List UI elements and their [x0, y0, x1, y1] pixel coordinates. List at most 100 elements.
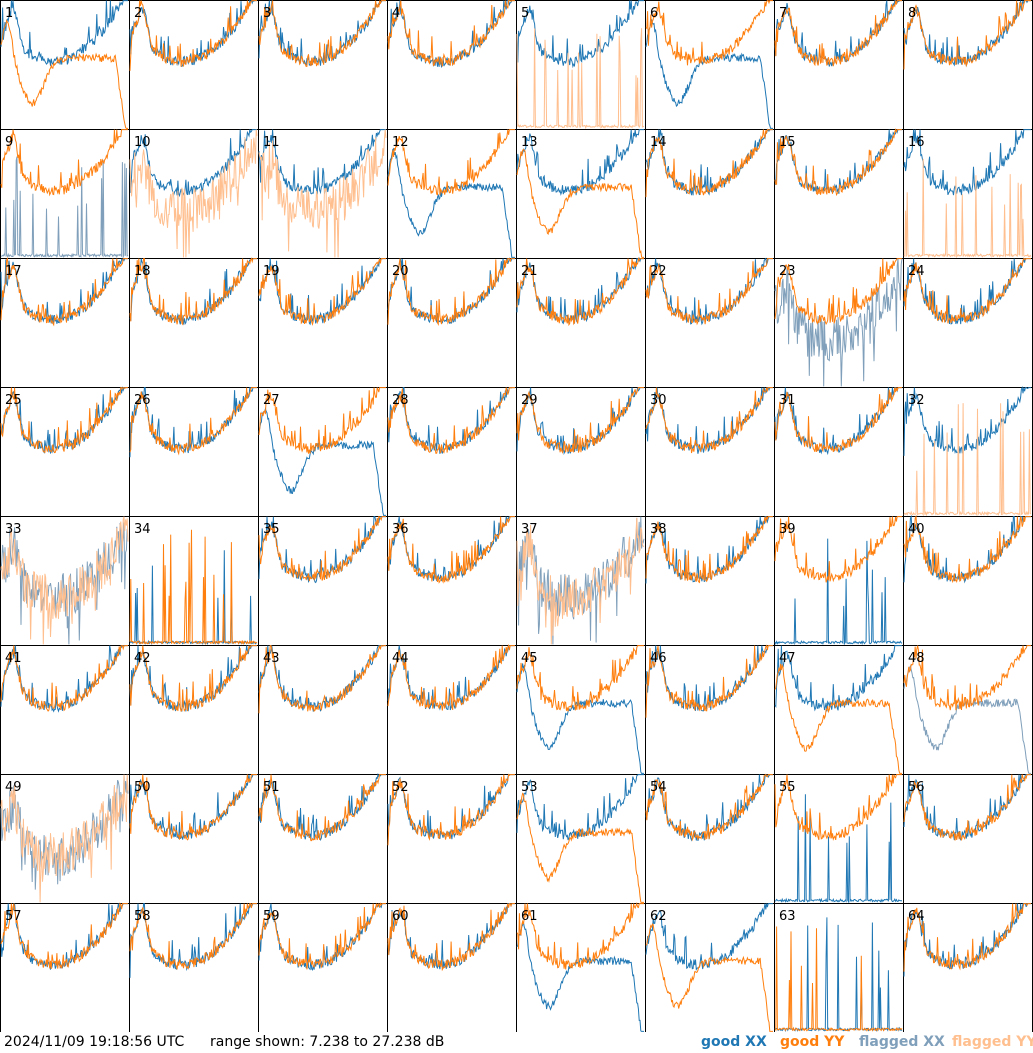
tile-number: 21 — [521, 264, 538, 279]
tile-number: 7 — [779, 6, 787, 21]
series-yy-line — [903, 514, 1031, 584]
tile-30: 30 — [645, 387, 775, 517]
series-xx-line — [258, 407, 386, 516]
tile-47: 47 — [774, 645, 904, 775]
tile-number: 26 — [134, 393, 151, 408]
series-yy-line — [387, 387, 515, 454]
series-yy-line — [645, 387, 773, 454]
tile-28: 28 — [387, 387, 517, 517]
series-yy-line — [0, 516, 129, 645]
tile-3: 3 — [258, 0, 388, 130]
tile-4: 4 — [387, 0, 517, 130]
tile-32: 32 — [903, 385, 1033, 517]
tile-number: 13 — [521, 135, 538, 150]
tile-number: 16 — [908, 135, 925, 150]
tile-number: 49 — [5, 780, 22, 795]
tile-34: 34 — [129, 516, 259, 646]
tile-37: 37 — [516, 516, 646, 646]
series-yy-line — [774, 128, 902, 197]
tile-33: 33 — [0, 516, 130, 646]
tile-number: 48 — [908, 651, 925, 666]
tile-number: 58 — [134, 909, 151, 924]
series-xx-line — [516, 663, 644, 774]
series-yy-line — [387, 773, 515, 846]
tile-41: 41 — [0, 644, 130, 775]
tile-63: 63 — [774, 903, 904, 1032]
tile-number: 50 — [134, 780, 151, 795]
tile-number: 42 — [134, 651, 151, 666]
legend-flagged-xx: flagged XX — [859, 1034, 945, 1050]
tile-11: 11 — [258, 129, 388, 259]
series-yy-line — [645, 923, 773, 1032]
series-xx-line — [258, 516, 386, 584]
tile-number: 28 — [392, 393, 409, 408]
tile-23: 23 — [774, 258, 904, 388]
range-text: range shown: 7.238 to 27.238 dB — [210, 1034, 445, 1050]
tile-21: 21 — [516, 256, 646, 388]
series-yy-line — [903, 903, 1031, 972]
series-yy-line — [0, 256, 128, 327]
tile-55: 55 — [774, 774, 904, 904]
series-yy-line — [903, 258, 1031, 324]
tile-frame — [645, 0, 775, 130]
series-xx-line — [129, 550, 258, 646]
series-xx-line — [516, 0, 644, 69]
tile-14: 14 — [645, 128, 775, 259]
tile-number: 25 — [5, 393, 22, 408]
series-yy-line — [774, 516, 902, 583]
tile-number: 12 — [392, 135, 409, 150]
series-xx-line — [774, 794, 903, 904]
series-yy-line — [516, 517, 645, 645]
tile-9: 9 — [0, 129, 130, 259]
tile-16: 16 — [903, 129, 1033, 259]
tile-number: 34 — [134, 522, 151, 537]
tile-number: 22 — [650, 264, 667, 279]
tile-number: 17 — [5, 264, 22, 279]
tile-8: 8 — [903, 0, 1033, 130]
series-yy-line — [258, 645, 386, 714]
series-yy-line — [387, 129, 515, 196]
series-yy-line — [0, 19, 128, 129]
tile-38: 38 — [645, 516, 775, 646]
series-yy-line — [774, 387, 902, 453]
series-yy-line — [258, 0, 386, 67]
series-yy-line — [903, 0, 1031, 70]
series-xx-line — [516, 774, 644, 841]
tile-number: 53 — [521, 780, 538, 795]
tile-40: 40 — [903, 514, 1033, 646]
tile-20: 20 — [387, 257, 517, 388]
series-xx-line — [258, 129, 386, 195]
tile-number: 19 — [263, 264, 280, 279]
series-yy-line — [903, 774, 1031, 841]
series-yy-line — [645, 516, 773, 584]
legend-flagged-yy: flagged YY — [952, 1034, 1033, 1050]
tile-number: 24 — [908, 264, 925, 279]
series-yy-line — [129, 387, 257, 456]
tile-60: 60 — [387, 903, 517, 1032]
tile-number: 51 — [263, 780, 280, 795]
legend-good-yy: good YY — [780, 1034, 845, 1050]
series-yy-line — [903, 645, 1031, 711]
tile-number: 61 — [521, 909, 538, 924]
series-yy-line — [129, 903, 257, 970]
tile-62: 62 — [645, 903, 775, 1032]
series-xx-line — [774, 917, 903, 1032]
tile-19: 19 — [258, 256, 388, 388]
tile-54: 54 — [645, 773, 775, 904]
series-yy-line — [516, 901, 644, 970]
tile-number: 9 — [5, 135, 13, 150]
tile-number: 39 — [779, 522, 796, 537]
tile-frame — [387, 0, 517, 130]
series-yy-line — [516, 256, 644, 327]
tile-7: 7 — [774, 0, 904, 130]
series-yy-line — [645, 258, 773, 326]
series-yy-line — [129, 257, 257, 326]
series-xx-line — [903, 664, 1031, 774]
tile-number: 31 — [779, 393, 796, 408]
tile-number: 33 — [5, 522, 22, 537]
tile-44: 44 — [387, 644, 517, 775]
series-yy-line — [0, 644, 128, 712]
series-yy-line — [774, 774, 902, 841]
tile-1: 1 — [0, 0, 130, 130]
tile-number: 57 — [5, 909, 22, 924]
